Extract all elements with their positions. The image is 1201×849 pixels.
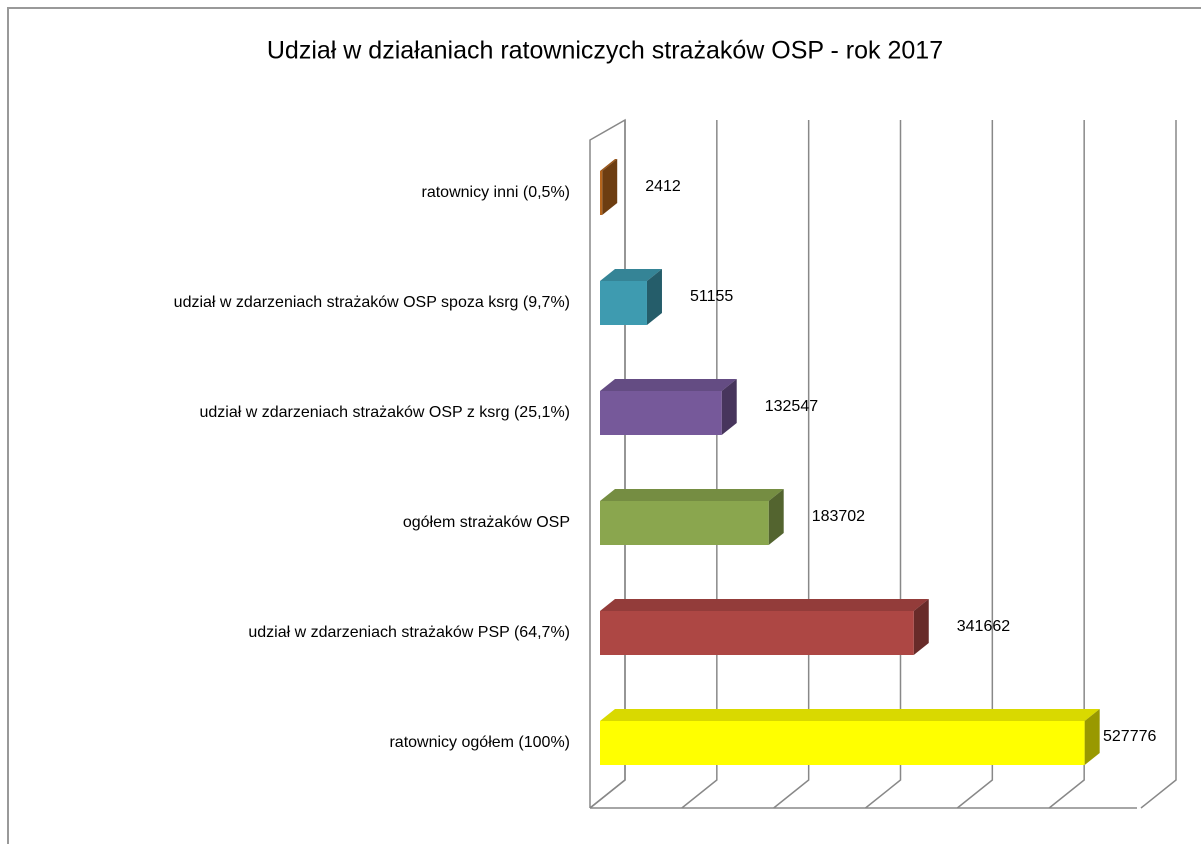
- bar-side: [602, 159, 618, 215]
- chart-title: Udział w działaniach ratowniczych straża…: [267, 37, 943, 65]
- bar-side: [1084, 709, 1100, 765]
- grid-line: [865, 120, 902, 809]
- bar-top: [600, 489, 784, 501]
- grid-line: [1048, 120, 1085, 809]
- bar-top: [600, 709, 1100, 721]
- bar-top: [600, 269, 662, 281]
- bar-top: [600, 159, 618, 171]
- bar-side: [768, 489, 784, 545]
- grid-line: [1140, 120, 1177, 809]
- data-label: 2412: [645, 178, 681, 195]
- category-label: ratownicy ogółem (100%): [389, 734, 570, 751]
- bar: [600, 391, 722, 435]
- grid-line: [589, 120, 626, 809]
- bar: [600, 611, 914, 655]
- data-label: 132547: [765, 398, 818, 415]
- bar-side: [646, 269, 662, 325]
- grid-line: [773, 120, 810, 809]
- bar-side: [913, 599, 929, 655]
- bar: [600, 171, 603, 215]
- category-label: udział w zdarzeniach strażaków OSP z ksr…: [199, 404, 570, 421]
- bar: [600, 721, 1085, 765]
- bar: [600, 281, 647, 325]
- bar-top: [600, 599, 929, 611]
- grid-line: [956, 120, 994, 809]
- category-label: ratownicy inni (0,5%): [422, 184, 571, 201]
- category-label: udział w zdarzeniach strażaków PSP (64,7…: [248, 624, 570, 641]
- data-label: 341662: [957, 618, 1010, 635]
- category-label: ogółem strażaków OSP: [403, 514, 570, 531]
- bar-side: [721, 379, 737, 435]
- data-label: 527776: [1103, 728, 1156, 745]
- bar: [600, 501, 769, 545]
- category-label: udział w zdarzeniach strażaków OSP spoza…: [174, 294, 570, 311]
- data-label: 183702: [812, 508, 865, 525]
- grid-line: [681, 120, 718, 809]
- data-label: 51155: [690, 288, 733, 305]
- bar-top: [600, 379, 737, 391]
